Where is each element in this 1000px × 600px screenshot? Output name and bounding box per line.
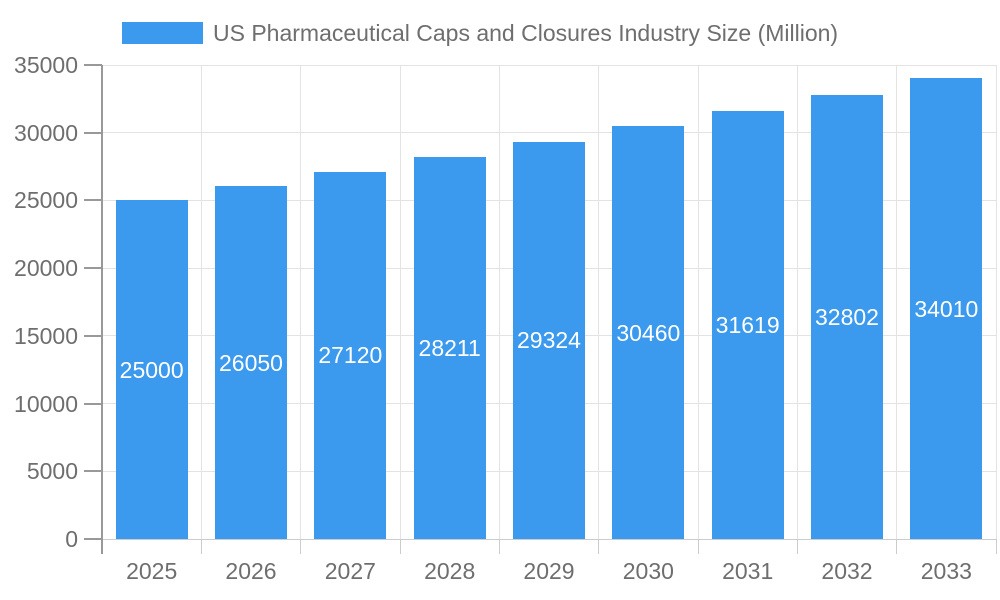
x-tick-label: 2029 [523, 558, 575, 584]
x-tick-label: 2026 [225, 558, 277, 584]
v-gridline [697, 65, 699, 539]
x-axis-tick [796, 539, 798, 554]
y-tick-label: 30000 [14, 119, 78, 146]
y-axis-tick [84, 470, 102, 473]
y-axis-tick [84, 538, 102, 540]
bar[interactable] [115, 200, 188, 539]
legend-swatch [122, 22, 203, 44]
x-axis-tick [598, 539, 600, 554]
x-tick-label: 2027 [324, 558, 376, 584]
y-axis-tick [84, 334, 102, 337]
y-tick-label: 10000 [14, 390, 78, 417]
x-axis-tick [697, 539, 699, 554]
x-tick-label: 2030 [622, 558, 674, 584]
v-gridline [796, 65, 798, 539]
y-tick-label: 5000 [26, 458, 78, 485]
legend-item[interactable]: US Pharmaceutical Caps and Closures Indu… [122, 20, 838, 46]
v-gridline [995, 65, 997, 539]
x-axis-tick [896, 539, 898, 554]
y-axis-tick [84, 64, 102, 66]
bar[interactable] [612, 126, 685, 539]
y-tick-label: 35000 [14, 52, 78, 78]
x-tick-label: 2025 [126, 558, 178, 584]
y-axis-line [101, 65, 103, 554]
x-tick-label: 2031 [722, 558, 774, 584]
x-axis-tick [300, 539, 302, 554]
bar[interactable] [513, 141, 585, 539]
bar[interactable] [811, 94, 883, 539]
x-tick-label: 2033 [920, 558, 972, 584]
v-gridline [896, 65, 898, 539]
y-tick-label: 15000 [14, 322, 78, 349]
bar[interactable] [215, 186, 287, 539]
y-tick-label: 20000 [14, 255, 78, 282]
h-gridline [102, 132, 996, 134]
x-axis-tick [498, 539, 500, 554]
y-tick-label: 0 [65, 526, 78, 552]
legend-label: US Pharmaceutical Caps and Closures Indu… [213, 20, 839, 46]
v-gridline [598, 65, 600, 539]
y-axis-tick [84, 199, 102, 202]
h-gridline [102, 538, 996, 540]
x-axis-tick [200, 539, 202, 554]
bar[interactable] [711, 110, 784, 539]
y-axis-tick [84, 402, 102, 405]
bar[interactable] [910, 78, 983, 539]
x-axis-tick [399, 539, 401, 554]
x-tick-label: 2032 [821, 558, 873, 584]
h-gridline [102, 64, 996, 66]
x-tick-label: 2028 [424, 558, 476, 584]
bar[interactable] [413, 156, 486, 539]
y-axis-tick [84, 267, 102, 270]
y-tick-label: 25000 [14, 187, 78, 214]
v-gridline [200, 65, 202, 539]
v-gridline [300, 65, 302, 539]
x-axis-tick [995, 539, 997, 554]
bar[interactable] [314, 171, 387, 539]
v-gridline [498, 65, 500, 539]
y-axis-tick [84, 131, 102, 134]
v-gridline [399, 65, 401, 539]
